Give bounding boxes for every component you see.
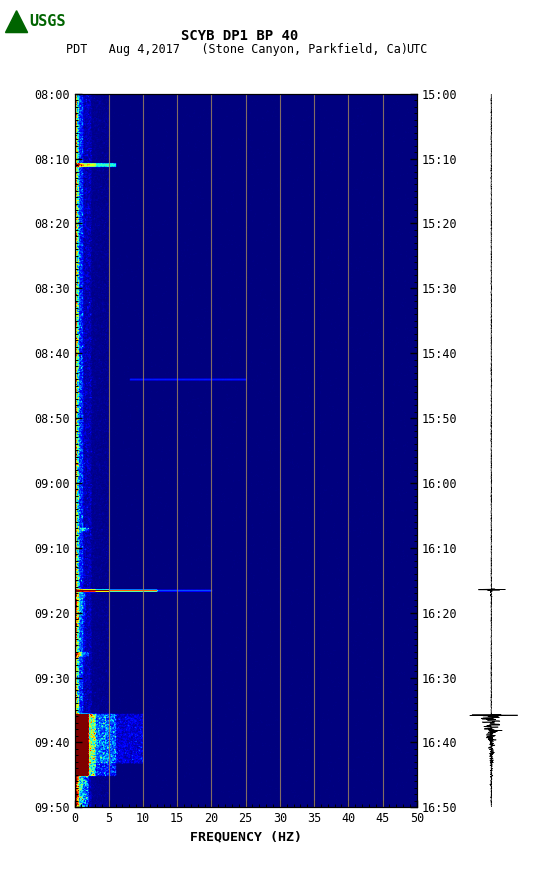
Polygon shape — [6, 11, 28, 33]
Text: UTC: UTC — [406, 44, 427, 56]
Text: SCYB DP1 BP 40: SCYB DP1 BP 40 — [182, 29, 299, 43]
Text: USGS: USGS — [29, 14, 66, 29]
X-axis label: FREQUENCY (HZ): FREQUENCY (HZ) — [190, 830, 301, 844]
Text: PDT   Aug 4,2017   (Stone Canyon, Parkfield, Ca): PDT Aug 4,2017 (Stone Canyon, Parkfield,… — [66, 44, 408, 56]
